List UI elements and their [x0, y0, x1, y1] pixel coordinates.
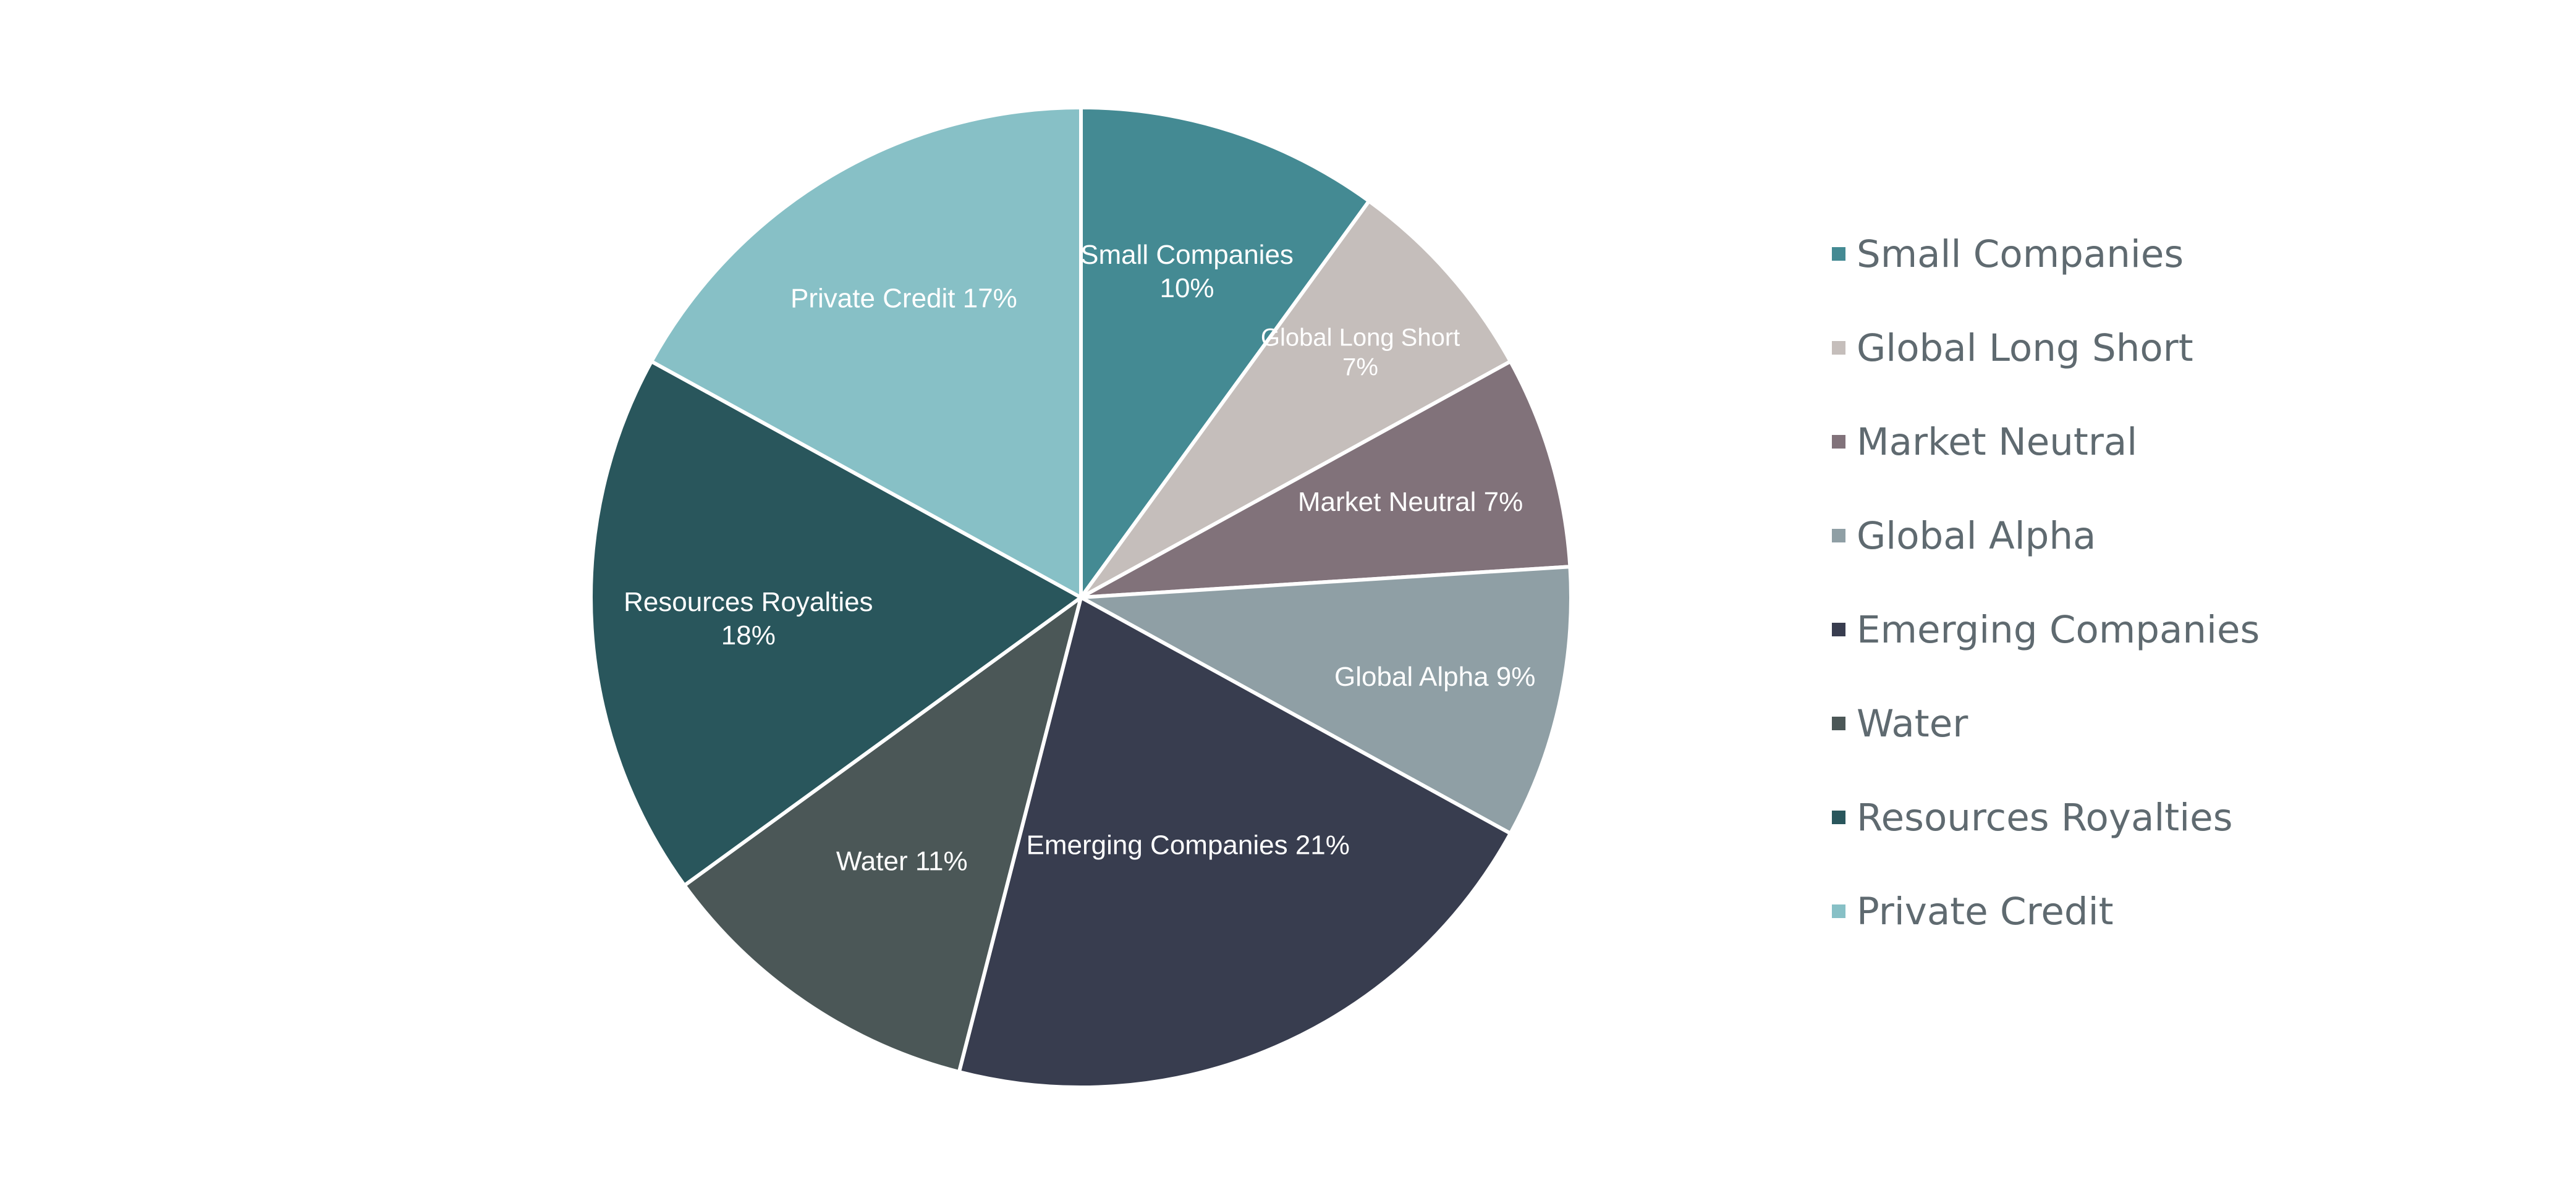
data-label-global-alpha: Global Alpha 9% [1334, 662, 1535, 692]
data-label-line: Emerging Companies 21% [1027, 830, 1350, 860]
legend-item-emerging-companies: Emerging Companies [1832, 608, 2260, 652]
legend-label: Global Long Short [1857, 326, 2193, 370]
legend-label: Private Credit [1857, 890, 2114, 934]
legend-swatch [1832, 435, 1845, 449]
legend-swatch [1832, 247, 1845, 261]
data-label-line: 7% [1342, 353, 1378, 381]
legend-item-market-neutral: Market Neutral [1832, 420, 2137, 464]
data-label-line: Global Long Short [1261, 324, 1460, 351]
legend-swatch [1832, 904, 1845, 918]
pie-slice-resources-royalties [589, 359, 1083, 888]
legend-label: Emerging Companies [1857, 608, 2260, 652]
legend-swatch [1832, 811, 1845, 824]
pie-slice-private-credit [650, 106, 1083, 599]
data-label-private-credit: Private Credit 17% [790, 283, 1017, 313]
legend-item-water: Water [1832, 702, 1968, 746]
data-label-line: Global Alpha 9% [1334, 662, 1535, 692]
data-label-line: 10% [1159, 273, 1214, 303]
legend-swatch [1832, 717, 1845, 730]
pie-slices [589, 106, 1573, 1089]
pie-slice-market-neutral [1079, 359, 1572, 599]
legend-item-resources-royalties: Resources Royalties [1832, 796, 2232, 840]
data-label-line: Resources Royalties [624, 587, 873, 617]
data-label-market-neutral: Market Neutral 7% [1298, 487, 1523, 517]
legend-label: Resources Royalties [1857, 796, 2232, 840]
data-label-line: Small Companies [1080, 240, 1294, 270]
legend-swatch [1832, 529, 1845, 542]
data-label-emerging-companies: Emerging Companies 21% [1027, 830, 1350, 860]
pie-slice-small-companies [1079, 106, 1371, 599]
data-label-line: Private Credit 17% [790, 283, 1017, 313]
pie-slice-water [682, 596, 1083, 1074]
legend-item-global-long-short: Global Long Short [1832, 326, 2193, 370]
pie-slice-emerging-companies [957, 596, 1512, 1089]
legend-item-small-companies: Small Companies [1832, 232, 2184, 276]
legend-label: Global Alpha [1857, 514, 2096, 558]
data-label-resources-royalties: Resources Royalties 18% [624, 587, 873, 651]
data-label-small-companies: Small Companies 10% [1080, 240, 1294, 303]
data-label-line: 18% [721, 620, 776, 651]
legend-label: Market Neutral [1857, 420, 2137, 464]
legend-item-private-credit: Private Credit [1832, 890, 2114, 934]
legend-label: Water [1857, 702, 1968, 746]
legend-label: Small Companies [1857, 232, 2184, 276]
legend-swatch [1832, 341, 1845, 355]
data-label-global-long-short: Global Long Short 7% [1261, 324, 1460, 381]
data-label-line: Market Neutral 7% [1298, 487, 1523, 517]
legend-item-global-alpha: Global Alpha [1832, 514, 2096, 558]
data-label-line: Water 11% [836, 846, 968, 876]
pie-data-labels: Small Companies 10% Global Long Short 7% Mar… [624, 240, 1535, 876]
legend-swatch [1832, 623, 1845, 636]
data-label-water: Water 11% [836, 846, 968, 876]
pie-slice-global-long-short [1079, 199, 1512, 599]
legend: Small Companies Global Long Short Market N… [1832, 232, 2260, 934]
pie-slice-global-alpha [1079, 565, 1573, 836]
